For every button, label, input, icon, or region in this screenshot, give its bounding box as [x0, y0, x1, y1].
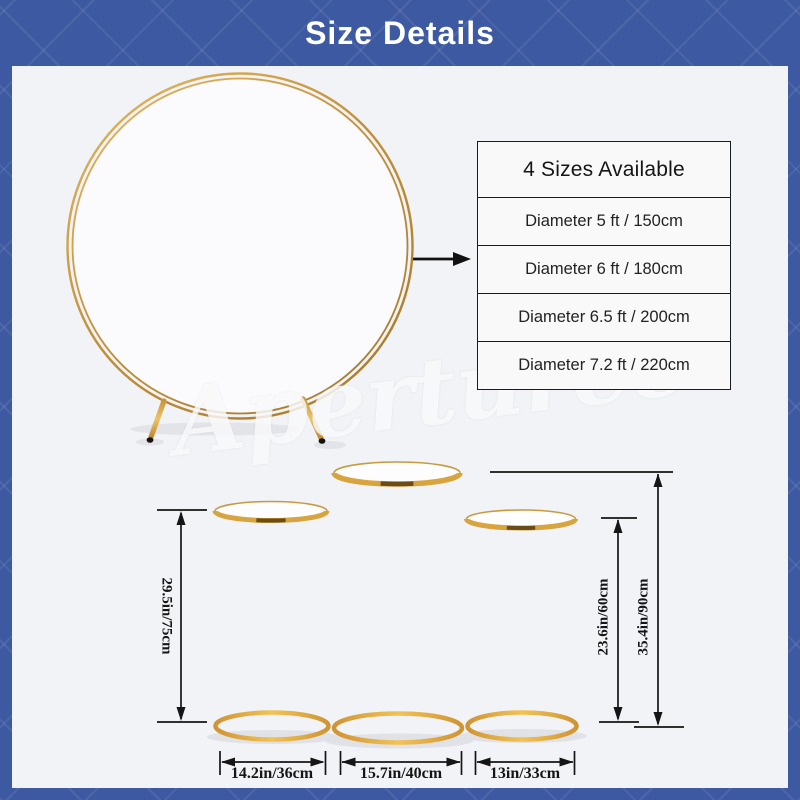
page-title: Size Details: [305, 14, 495, 51]
circle-backdrop-stand: [66, 72, 414, 449]
arrow-right-icon: [413, 252, 471, 266]
dimension-line-left-width: [219, 751, 327, 775]
cylinder-stand-middle: [325, 461, 473, 749]
stand-shadow: [130, 422, 300, 436]
size-table-row: Diameter 6.5 ft / 200cm: [478, 294, 730, 342]
dimension-line-middle-height: [490, 471, 684, 728]
dimension-line-right-width: [474, 751, 576, 775]
size-table-header: 4 Sizes Available: [478, 142, 730, 198]
size-table-row: Diameter 7.2 ft / 220cm: [518, 356, 690, 374]
stand-shadow: [314, 441, 346, 449]
stand-foot: [318, 438, 326, 444]
stand-leg: [148, 398, 167, 440]
right-height-label: 23.6in/60cm: [595, 578, 612, 656]
dimension-line-left-height: [157, 509, 207, 723]
right-width-label: 13in/33cm: [489, 765, 561, 782]
header-banner: Size Details: [0, 0, 800, 66]
size-table-row: Diameter 6 ft / 180cm: [478, 246, 730, 294]
size-table-row: Diameter 5 ft / 150cm: [478, 198, 730, 246]
left-width-label: 14.2in/36cm: [230, 765, 314, 782]
middle-width-label: 15.7in/40cm: [359, 765, 443, 782]
size-table: 4 Sizes Available Diameter 5 ft / 150cm …: [477, 141, 731, 390]
stand-leg: [300, 396, 324, 441]
middle-height-label: 35.4in/90cm: [635, 578, 652, 656]
dimension-line-right-height: [599, 517, 639, 723]
stand-foot: [146, 437, 154, 443]
cylinder-stand-right: [459, 509, 587, 743]
left-height-label: 29.5in/75cm: [158, 577, 175, 655]
dimension-line-middle-width: [339, 751, 463, 775]
cylinder-stand-left: [207, 500, 339, 744]
